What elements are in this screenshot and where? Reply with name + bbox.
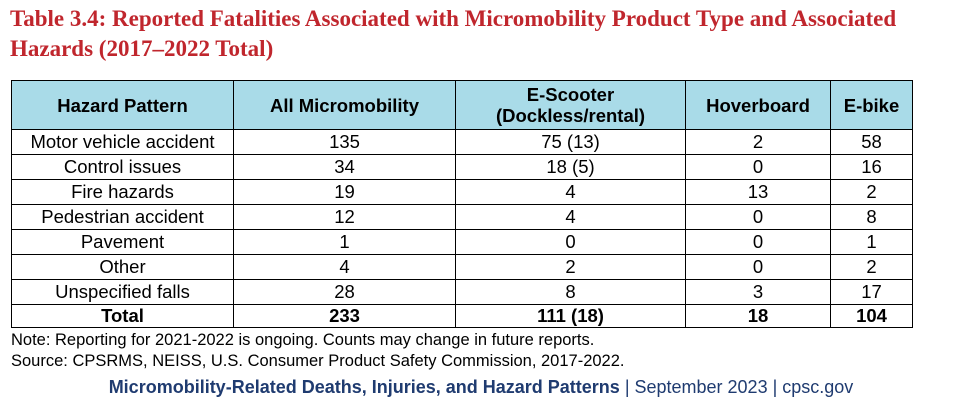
cell: 0 bbox=[685, 154, 831, 180]
cell: 1 bbox=[233, 229, 456, 255]
cell: 16 bbox=[830, 154, 913, 180]
cell: Pavement bbox=[11, 229, 234, 255]
cell: Fire hazards bbox=[11, 179, 234, 205]
cell: 75 (13) bbox=[455, 129, 686, 155]
cell: Control issues bbox=[11, 154, 234, 180]
row: Control issues 34 18 (5) 0 16 bbox=[11, 154, 913, 180]
cell: 4 bbox=[233, 254, 456, 280]
notes: Note: Reporting for 2021-2022 is ongoing… bbox=[11, 330, 625, 372]
header-cell: E-Scooter (Dockless/rental) bbox=[455, 80, 686, 130]
header-cell: E-bike bbox=[830, 80, 913, 130]
cell: 2 bbox=[830, 179, 913, 205]
cell: Pedestrian accident bbox=[11, 204, 234, 230]
total-row: Total 233 111 (18) 18 104 bbox=[11, 304, 913, 328]
cell: 17 bbox=[830, 279, 913, 305]
cell: 4 bbox=[455, 179, 686, 205]
cell: 18 (5) bbox=[455, 154, 686, 180]
cell: 0 bbox=[455, 229, 686, 255]
row: Unspecified falls 28 8 3 17 bbox=[11, 279, 913, 305]
total-cell: 111 (18) bbox=[455, 304, 686, 328]
footer: Micromobility-Related Deaths, Injuries, … bbox=[0, 377, 962, 398]
cell: 2 bbox=[830, 254, 913, 280]
table-body: Motor vehicle accident 135 75 (13) 2 58 Contr… bbox=[11, 129, 913, 328]
row: Pedestrian accident 12 4 0 8 bbox=[11, 204, 913, 230]
cell: Unspecified falls bbox=[11, 279, 234, 305]
header-row: Hazard Pattern All Micromobility E-Scooter… bbox=[11, 80, 913, 130]
cell: 28 bbox=[233, 279, 456, 305]
cell: 8 bbox=[830, 204, 913, 230]
cell: 0 bbox=[685, 204, 831, 230]
cell: 0 bbox=[685, 229, 831, 255]
total-cell: 233 bbox=[233, 304, 456, 328]
row: Motor vehicle accident 135 75 (13) 2 58 bbox=[11, 129, 913, 155]
cell: 8 bbox=[455, 279, 686, 305]
footer-title: Micromobility-Related Deaths, Injuries, … bbox=[108, 377, 620, 397]
title: Table 3.4: Reported Fatalities Associate… bbox=[10, 6, 897, 61]
cell: Motor vehicle accident bbox=[11, 129, 234, 155]
table: Hazard Pattern All Micromobility E-Scooter… bbox=[11, 80, 913, 328]
cell: 13 bbox=[685, 179, 831, 205]
cell: 3 bbox=[685, 279, 831, 305]
cell: 4 bbox=[455, 204, 686, 230]
cell: 12 bbox=[233, 204, 456, 230]
header-cell: All Micromobility bbox=[233, 80, 456, 130]
row: Fire hazards 19 4 13 2 bbox=[11, 179, 913, 205]
total-cell: Total bbox=[11, 304, 234, 328]
cell: 58 bbox=[830, 129, 913, 155]
total-cell: 18 bbox=[685, 304, 831, 328]
cell: 2 bbox=[685, 129, 831, 155]
row: Pavement 1 0 0 1 bbox=[11, 229, 913, 255]
header-cell: Hazard Pattern bbox=[11, 80, 234, 130]
header-cell: Hoverboard bbox=[685, 80, 831, 130]
row: Other 4 2 0 2 bbox=[11, 254, 913, 280]
cell: 19 bbox=[233, 179, 456, 205]
cell: Other bbox=[11, 254, 234, 280]
source: Source: CPSRMS, NEISS, U.S. Consumer Pro… bbox=[11, 352, 625, 370]
cell: 34 bbox=[233, 154, 456, 180]
cell: 1 bbox=[830, 229, 913, 255]
cell: 135 bbox=[233, 129, 456, 155]
note: Note: Reporting for 2021-2022 is ongoing… bbox=[11, 331, 595, 349]
footer-info: | September 2023 | cpsc.gov bbox=[619, 377, 854, 397]
cell: 0 bbox=[685, 254, 831, 280]
total-cell: 104 bbox=[830, 304, 913, 328]
cell: 2 bbox=[455, 254, 686, 280]
